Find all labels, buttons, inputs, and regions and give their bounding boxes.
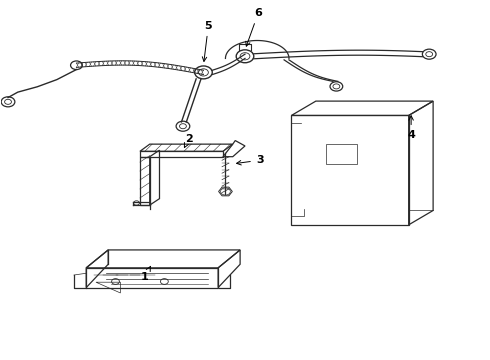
- Text: 2: 2: [184, 134, 193, 148]
- Bar: [326, 144, 357, 164]
- Text: 1: 1: [141, 266, 150, 282]
- Text: 3: 3: [237, 155, 264, 165]
- Text: 4: 4: [407, 116, 415, 140]
- Text: 6: 6: [245, 8, 262, 46]
- Text: 5: 5: [202, 21, 212, 62]
